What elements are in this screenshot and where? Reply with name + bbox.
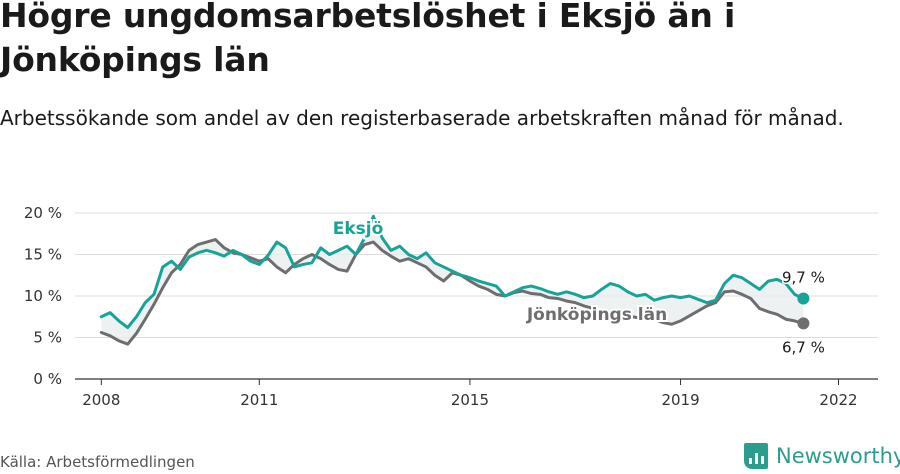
series-label-jonkopings-lan: Jönköpings län [526, 305, 667, 325]
series-line-eksjo [99, 214, 805, 330]
brand-logo: Newsworthy [744, 441, 900, 471]
x-tick-label: 2015 [451, 391, 489, 409]
end-value-label-eksjo: 9,7 % [782, 268, 825, 286]
difference-band [101, 216, 804, 345]
y-axis-ticks: 0 % 5 % 10 % 15 % 20 % [24, 204, 62, 388]
chart-title: Högre ungdomsarbetslöshet i Eksjö än i J… [0, 0, 736, 79]
end-point-jonkopings-lan [797, 317, 810, 330]
series-lines [99, 214, 810, 346]
y-tick-label: 20 % [24, 204, 62, 222]
series-line-jonkopings-lan [99, 238, 805, 346]
y-tick-label: 15 % [24, 246, 62, 264]
series-labels: Eksjö Jönköpings län 9,7 % 6,7 % [331, 217, 827, 358]
source-note: Källa: Arbetsförmedlingen [0, 453, 195, 471]
bar-chart-icon [744, 443, 768, 469]
x-tick-label: 2008 [82, 391, 120, 409]
band-area [101, 216, 804, 345]
y-tick-label: 5 % [33, 329, 62, 347]
line-chart: 0 %5 %10 %15 %20 % 2008 2011 2015 2019 2022 … [24, 204, 878, 409]
series-label-eksjo: Eksjö [333, 219, 384, 239]
x-tick-label: 2019 [661, 391, 699, 409]
x-tick-label: 2011 [240, 391, 278, 409]
end-point-eksjo [797, 292, 810, 305]
x-tick-label: 2022 [819, 391, 857, 409]
chart-subtitle: Arbetssökande som andel av den registerb… [0, 106, 844, 130]
grid-lines [75, 212, 878, 380]
y-tick-label: 0 % [33, 370, 62, 388]
x-axis-ticks: 2008 2011 2015 2019 2022 [82, 379, 858, 409]
end-value-label-jonkopings-lan: 6,7 % [782, 338, 825, 356]
brand-name: Newsworthy [776, 444, 900, 468]
y-tick-label: 10 % [24, 287, 62, 305]
